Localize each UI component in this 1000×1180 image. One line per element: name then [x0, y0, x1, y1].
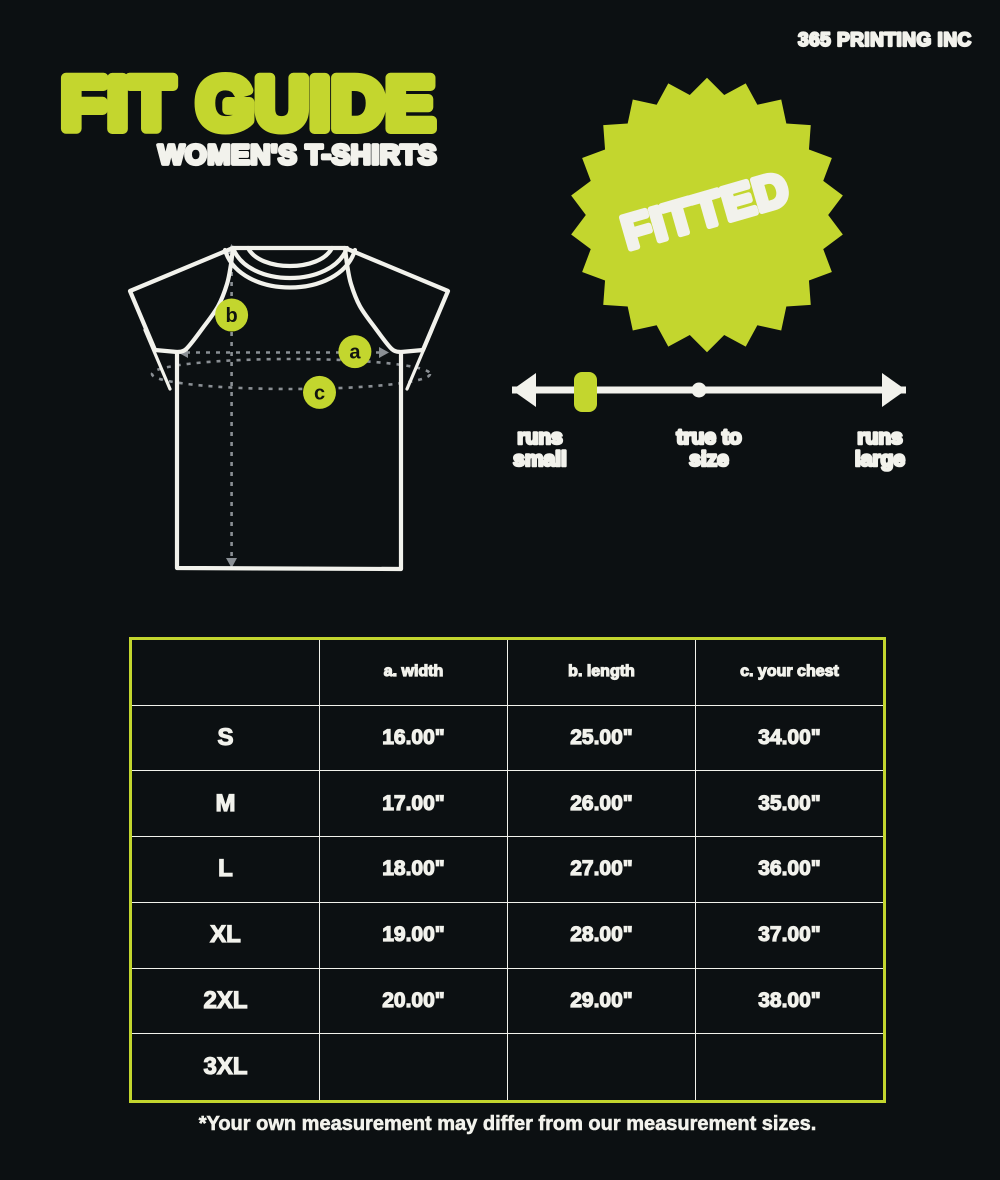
svg-text:true to: true to — [676, 426, 741, 449]
svg-text:large: large — [855, 448, 905, 471]
svg-text:size: size — [689, 448, 729, 471]
svg-text:small: small — [513, 448, 567, 471]
svg-text:runs: runs — [857, 426, 903, 449]
svg-text:runs: runs — [517, 426, 563, 449]
svg-text:WOMEN'S T-SHIRTS: WOMEN'S T-SHIRTS — [158, 139, 437, 170]
